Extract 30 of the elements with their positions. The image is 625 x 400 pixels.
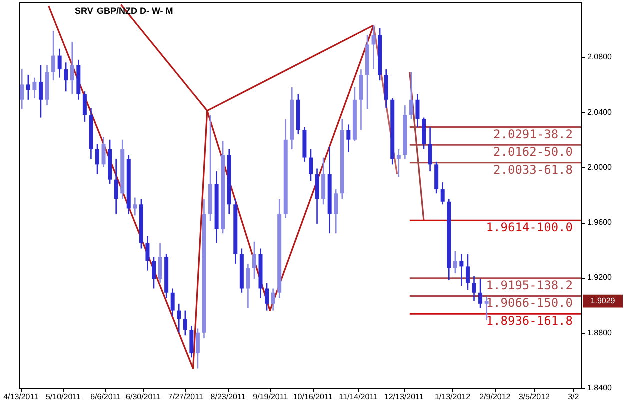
y-tick-label: 1.9200: [588, 273, 613, 282]
x-tick-label: 2/9/2012: [480, 392, 512, 400]
y-tick-label: 2.0800: [588, 52, 613, 62]
x-tick-label: 3/2: [568, 392, 580, 400]
x-tick-label: 1/13/2012: [434, 392, 472, 400]
annotation: SRV: [75, 6, 94, 16]
y-tick-label: 2.0000: [588, 162, 613, 172]
series-label: 1.8936-161.8: [486, 314, 573, 328]
y-tick-label: 2.0400: [588, 108, 613, 117]
series-label: 2.0291-38.2: [494, 127, 573, 142]
x-tick-label: 3/5/2012: [518, 392, 551, 400]
x-tick-label: 9/19/2011: [253, 392, 289, 400]
series-label: 2.0033-61.8: [494, 162, 573, 177]
text: 1.9029: [590, 296, 616, 306]
x-tick-label: 6/6/2011: [90, 392, 122, 400]
x-tick-label: 11/14/2011: [339, 392, 379, 400]
x-tick-label: 4/13/2011: [4, 392, 40, 400]
x-tick-label: 6/30/2011: [126, 392, 162, 400]
series-label: 1.9066-150.0: [486, 296, 573, 310]
x-tick-label: 12/13/2011: [384, 392, 424, 400]
y-tick-label: 1.9600: [588, 218, 613, 228]
x-tick-label: 7/27/2011: [168, 392, 204, 400]
y-tick-label: 1.8400: [588, 384, 613, 392]
series-label: 1.9614-100.0: [486, 220, 573, 235]
series-label: 2.0162-50.0: [494, 145, 573, 160]
x-tick-label: 5/10/2011: [46, 392, 82, 400]
series-label: 1.9195-138.2: [486, 278, 573, 292]
x-tick-label: 10/16/2011: [293, 392, 334, 400]
x-tick-label: 8/23/2011: [210, 392, 246, 400]
y-tick-label: 1.8800: [588, 328, 613, 338]
